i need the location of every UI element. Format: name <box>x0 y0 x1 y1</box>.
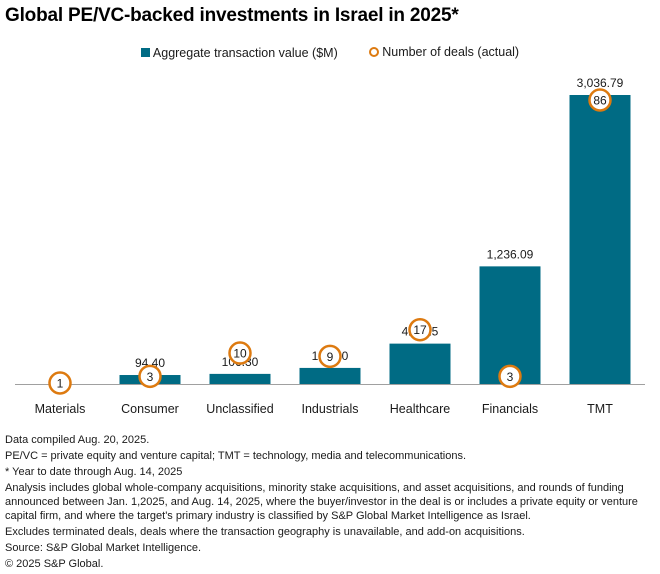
legend-item-deals: Number of deals (actual) <box>369 45 519 59</box>
legend-item-value: Aggregate transaction value ($M) <box>140 45 338 60</box>
deal-count-marker <box>498 364 522 389</box>
bar <box>479 266 541 384</box>
deal-count-marker <box>318 344 342 369</box>
x-tick-label: Healthcare <box>390 402 450 416</box>
deal-count-label: 3 <box>147 370 154 384</box>
footnotes: Data compiled Aug. 20, 2025. PE/VC = priv… <box>5 433 657 573</box>
x-tick-label: TMT <box>587 402 613 416</box>
footnote: Source: S&P Global Market Intelligence. <box>5 542 202 554</box>
deal-count-marker <box>228 341 252 365</box>
x-tick-label: Industrials <box>302 402 359 416</box>
bar-value-label: 1,236.09 <box>487 247 534 261</box>
deal-count-label: 17 <box>413 323 427 337</box>
bar-value-label: 3,036.79 <box>577 76 624 90</box>
bar <box>569 95 631 384</box>
deal-count-label: 86 <box>593 94 607 108</box>
bar-value-label: 94.40 <box>135 356 165 370</box>
deal-count-marker <box>408 317 432 342</box>
legend-deals-label: Number of deals (actual) <box>382 45 520 59</box>
legend: Aggregate transaction value ($M) Number … <box>0 45 660 60</box>
footnote: © 2025 S&P Global. <box>5 558 104 570</box>
deal-count-label: 1 <box>57 377 64 391</box>
x-tick-label: Unclassified <box>206 402 273 416</box>
deal-count-marker <box>138 364 162 389</box>
legend-bar-swatch-icon <box>140 48 150 57</box>
deal-count-label: 9 <box>327 350 334 364</box>
footnote: PE/VC = private equity and venture capit… <box>5 450 467 462</box>
bar <box>299 367 361 384</box>
legend-circle-marker-icon <box>369 47 380 57</box>
legend-bar-label: Aggregate transaction value ($M) <box>152 45 338 60</box>
x-tick-label: Consumer <box>121 402 179 416</box>
deal-count-label: 10 <box>233 347 247 361</box>
x-tick-label: Financials <box>482 402 538 416</box>
footnote: Data compiled Aug. 20, 2025. <box>5 434 150 446</box>
footnote: Analysis includes global whole-company a… <box>5 482 638 522</box>
chart-title: Global PE/VC-backed investments in Israe… <box>5 5 459 26</box>
footnote: * Year to date through Aug. 14, 2025 <box>5 466 183 478</box>
deal-count-marker <box>588 88 612 112</box>
x-tick-label: Materials <box>35 402 86 416</box>
deal-count-marker <box>48 371 72 395</box>
bar <box>389 343 451 384</box>
deal-count-label: 3 <box>507 370 514 384</box>
bar <box>209 373 271 384</box>
footnote: Excludes terminated deals, deals where t… <box>5 526 525 538</box>
chart-plot: Materials94.40Consumer106.30Unclassified… <box>15 76 645 416</box>
